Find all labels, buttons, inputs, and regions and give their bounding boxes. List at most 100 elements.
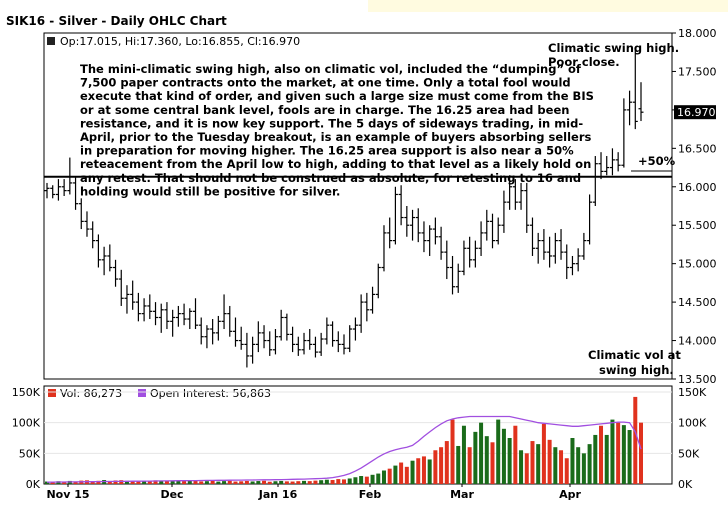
- ohlc-bar: [615, 152, 621, 172]
- volume-bar: [256, 481, 261, 484]
- volume-bar: [50, 481, 55, 484]
- ohlc-bar: [107, 244, 113, 272]
- volume-tick-right: 50K: [678, 447, 700, 460]
- volume-bar: [319, 480, 324, 484]
- ohlc-bar: [290, 326, 296, 353]
- volume-bar: [159, 480, 164, 484]
- volume-bar: [404, 466, 409, 484]
- volume-bar: [330, 480, 335, 484]
- commentary-line: in preparation for moving higher. The 16…: [80, 144, 574, 158]
- annotation-climatic-vol: Climatic vol at: [588, 348, 681, 362]
- volume-bar: [176, 480, 181, 484]
- ohlc-bar: [175, 305, 181, 327]
- ohlc-bar: [375, 263, 381, 299]
- ohlc-bar: [255, 321, 261, 353]
- ohlc-bar: [541, 229, 547, 260]
- ohlc-bar: [295, 336, 301, 356]
- ohlc-bar: [472, 240, 478, 268]
- volume-tick-left: 0K: [26, 478, 41, 491]
- legend-swatch-oi: [138, 389, 146, 397]
- legend-swatch-price: [47, 37, 55, 45]
- x-tick-label: Mar: [450, 488, 474, 501]
- volume-bar: [570, 438, 575, 484]
- volume-bar: [222, 481, 227, 484]
- price-tick-label: 18.000: [678, 27, 717, 40]
- volume-bar: [233, 481, 238, 484]
- ohlc-bar: [347, 325, 353, 353]
- ohlc-bar: [490, 213, 495, 249]
- volume-bar: [416, 458, 421, 484]
- volume-bar: [142, 481, 147, 484]
- price-tick-label: 14.000: [678, 335, 717, 348]
- volume-bar: [193, 480, 198, 484]
- ohlc-bar: [141, 298, 147, 322]
- volume-tick-right: 0K: [678, 478, 693, 491]
- volume-bar: [501, 428, 506, 484]
- volume-bar: [461, 425, 466, 484]
- ohlc-bar: [272, 329, 278, 355]
- commentary-line: or at some central bank level, fools are…: [80, 103, 569, 117]
- volume-bar: [182, 481, 187, 484]
- ohlc-bar: [410, 209, 416, 241]
- ohlc-bar: [244, 332, 250, 368]
- volume-tick-left: 100K: [12, 417, 41, 430]
- ohlc-bar: [518, 182, 524, 210]
- volume-bar: [313, 480, 318, 484]
- ohlc-bar: [78, 198, 84, 230]
- volume-bar: [587, 444, 592, 484]
- ohlc-bar: [604, 156, 610, 176]
- ohlc-bar: [415, 208, 421, 243]
- commentary-line: any retest. That should not be construed…: [80, 171, 581, 185]
- volume-bar: [399, 462, 404, 484]
- header-highlight-strip: [368, 0, 728, 12]
- volume-bar: [336, 479, 341, 484]
- ohlc-bar: [438, 226, 444, 260]
- x-tick-label: Dec: [160, 488, 183, 501]
- volume-bar: [262, 480, 267, 484]
- ohlc-bar: [330, 321, 336, 347]
- volume-bar: [610, 419, 615, 484]
- volume-bar: [342, 479, 346, 484]
- volume-bar: [267, 481, 272, 484]
- ohlc-bar: [124, 285, 130, 314]
- ohlc-bar: [552, 232, 558, 264]
- volume-bar: [216, 481, 221, 484]
- volume-bar: [164, 481, 169, 484]
- volume-bar: [239, 481, 244, 484]
- volume-legend: Vol: 86,273: [60, 387, 122, 400]
- ohlc-bar: [467, 236, 473, 268]
- x-tick-label: Apr: [559, 488, 581, 501]
- ohlc-bar: [381, 225, 387, 272]
- ohlc-bar: [455, 263, 461, 293]
- commentary-line: execute that kind of order, and given su…: [80, 89, 594, 103]
- ohlc-bar: [529, 217, 535, 256]
- volume-bar: [90, 481, 95, 484]
- ohlc-bar: [370, 286, 376, 314]
- ohlc-bar: [164, 302, 170, 330]
- open-interest-line: [46, 415, 642, 483]
- volume-bar: [433, 450, 438, 484]
- ohlc-bar: [387, 217, 393, 249]
- volume-bar: [484, 436, 489, 484]
- volume-bar: [541, 423, 546, 484]
- price-panel: [43, 32, 673, 380]
- ohlc-bar: [187, 308, 193, 330]
- volume-bar: [113, 480, 118, 484]
- ohlc-bar: [210, 319, 216, 345]
- volume-bar: [450, 419, 455, 484]
- volume-bar: [393, 465, 398, 484]
- ohlc-bar: [90, 221, 96, 249]
- ohlc-bar: [118, 269, 124, 306]
- volume-bar: [153, 480, 158, 484]
- volume-bar: [227, 480, 232, 484]
- ohlc-bar: [193, 298, 198, 330]
- ohlc-bar: [73, 177, 79, 210]
- volume-bar: [479, 422, 484, 484]
- last-price-label: 16.970: [677, 106, 716, 119]
- volume-bar: [547, 439, 552, 484]
- ohlc-bar: [318, 332, 324, 356]
- ohlc-bar: [450, 255, 456, 295]
- volume-bar: [187, 480, 192, 484]
- volume-bar: [119, 480, 124, 484]
- commentary-line: reteacement from the April low to high, …: [80, 157, 591, 171]
